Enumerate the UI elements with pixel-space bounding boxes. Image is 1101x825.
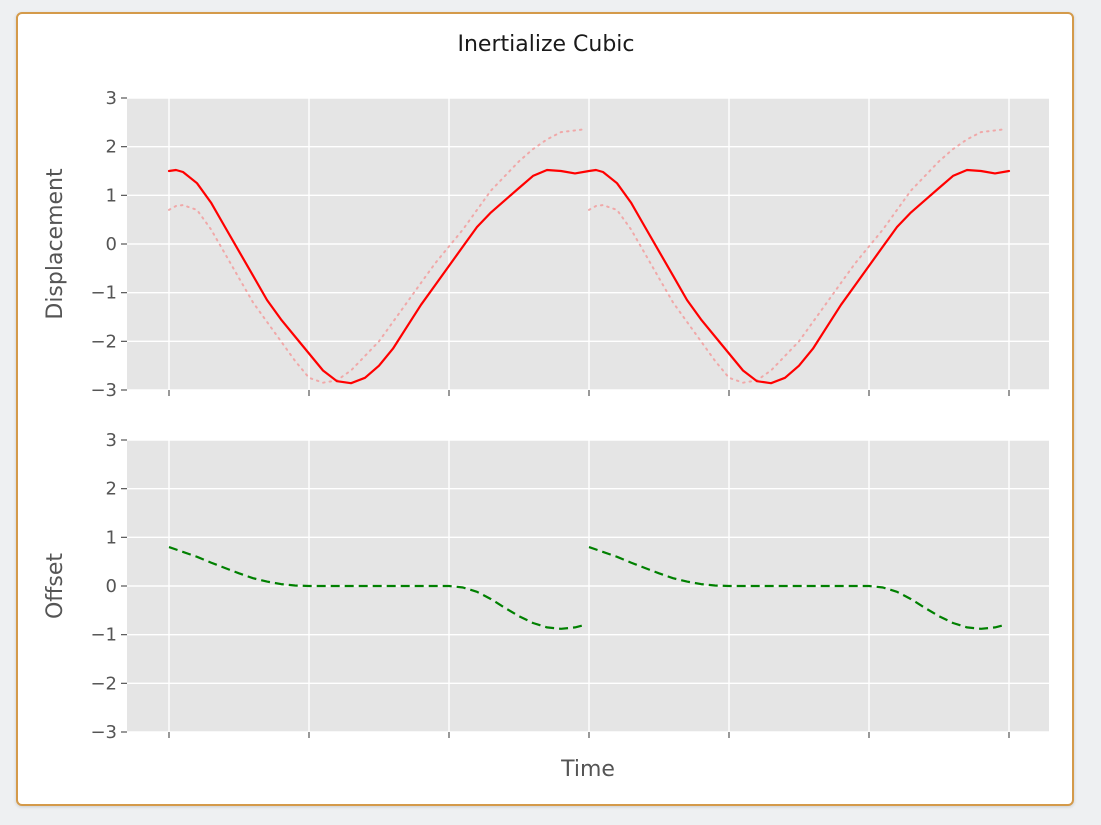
displacement-y-axis-label: Displacement — [43, 168, 68, 320]
displacement-ytick-label: 0 — [106, 234, 117, 255]
displacement-grid — [127, 97, 1049, 391]
displacement-x-ticks — [168, 390, 1010, 396]
offset-ytick-label: −3 — [90, 722, 117, 743]
displacement-panel: 3 2 1 0 −1 −2 −3 Displacement — [43, 88, 1049, 401]
offset-ytick-label: 0 — [106, 576, 117, 597]
offset-y-axis-label: Offset — [43, 553, 68, 619]
displacement-series — [167, 128, 1011, 385]
displacement-ytick-label: −3 — [90, 380, 117, 401]
displacement-line-dotted — [168, 128, 583, 384]
offset-panel: 3 2 1 0 −1 −2 −3 Offset — [43, 430, 1049, 743]
offset-series — [168, 546, 1006, 630]
offset-ytick-label: 2 — [106, 479, 117, 500]
offset-line-dashed — [168, 546, 586, 630]
offset-grid — [127, 439, 1049, 733]
offset-ytick-label: 1 — [106, 527, 117, 548]
displacement-ytick-label: −2 — [90, 331, 117, 352]
offset-ytick-label: −2 — [90, 673, 117, 694]
displacement-y-ticks: 3 2 1 0 −1 −2 −3 — [90, 88, 127, 401]
displacement-ytick-label: 3 — [106, 88, 117, 109]
displacement-ytick-label: 2 — [106, 137, 117, 158]
offset-y-ticks: 3 2 1 0 −1 −2 −3 — [90, 430, 127, 743]
displacement-ytick-label: −1 — [90, 283, 117, 304]
chart-title: Inertialize Cubic — [457, 32, 634, 57]
offset-ytick-label: 3 — [106, 430, 117, 451]
offset-line-dashed — [588, 546, 1006, 630]
offset-x-ticks — [168, 732, 1010, 738]
displacement-line-solid — [167, 168, 1011, 385]
displacement-ytick-label: 1 — [106, 185, 117, 206]
x-axis-label: Time — [560, 757, 615, 782]
displacement-line-dotted — [588, 128, 1003, 384]
offset-ytick-label: −1 — [90, 625, 117, 646]
